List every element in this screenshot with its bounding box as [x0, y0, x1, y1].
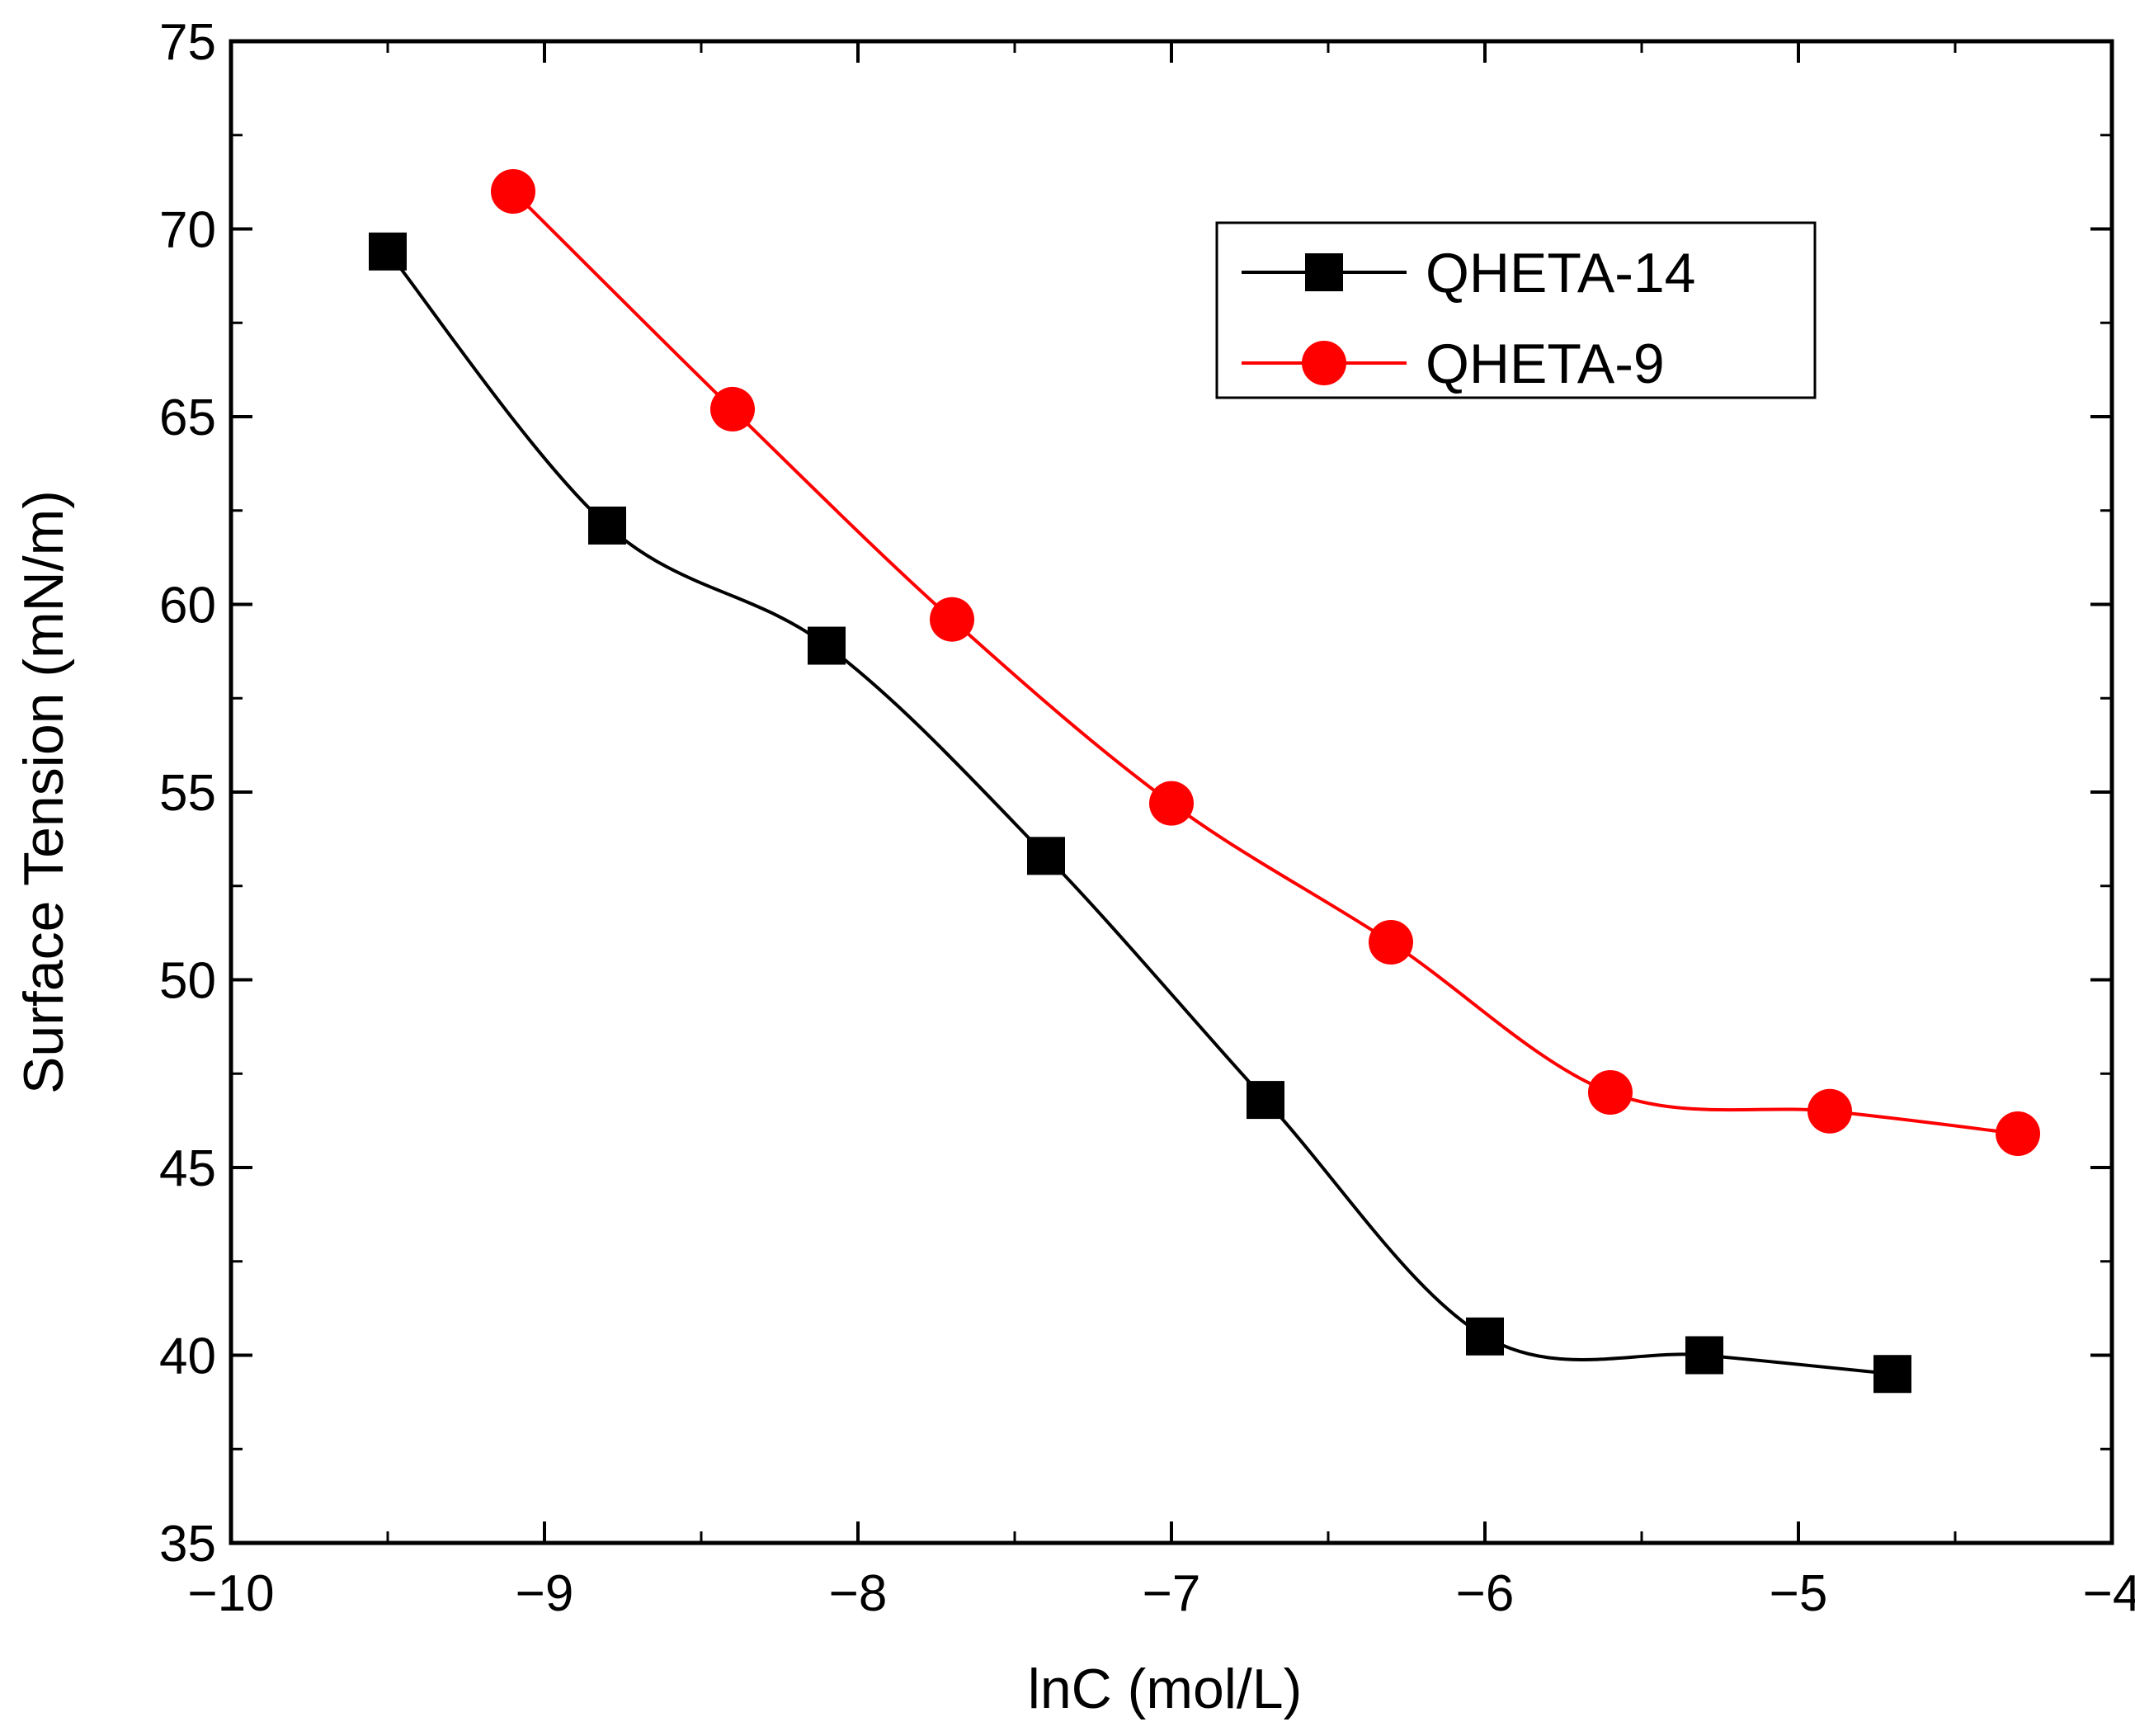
data-point [1466, 1317, 1504, 1356]
data-point [1149, 781, 1194, 826]
y-tick-label: 55 [159, 765, 216, 822]
y-tick-label: 45 [159, 1140, 216, 1197]
data-point [369, 232, 407, 271]
y-tick-label: 75 [159, 14, 216, 71]
x-tick-label: −7 [1143, 1565, 1201, 1622]
x-axis-label: lnC (mol/L) [1028, 1658, 1303, 1720]
data-point [491, 169, 535, 214]
legend-marker [1302, 341, 1346, 385]
x-tick-label: −10 [187, 1565, 274, 1622]
legend-label: QHETA-14 [1426, 242, 1695, 304]
data-point [588, 506, 626, 545]
x-tick-label: −6 [1456, 1565, 1515, 1622]
data-point [808, 626, 846, 665]
data-point [1873, 1355, 1911, 1394]
data-point [1369, 920, 1413, 965]
x-tick-label: −8 [829, 1565, 888, 1622]
data-point [1247, 1081, 1284, 1120]
y-tick-label: 50 [159, 953, 216, 1010]
y-tick-label: 40 [159, 1328, 216, 1385]
x-axis-ticks: −10 −9 −8 −7 −6 −5 −4 [187, 41, 2135, 1622]
data-point [1996, 1111, 2040, 1157]
data-point [1685, 1336, 1723, 1375]
y-axis-label: Surface Tension (mN/m) [12, 490, 75, 1094]
series-1 [491, 169, 2040, 1157]
data-point [1588, 1070, 1633, 1115]
series-0 [369, 232, 1911, 1394]
y-tick-label: 65 [159, 389, 216, 446]
y-tick-label: 70 [159, 202, 216, 259]
series-layer [369, 169, 2040, 1394]
y-axis-ticks: 35 40 45 50 55 60 65 70 75 [159, 14, 2112, 1573]
x-tick-label: −4 [2083, 1565, 2135, 1622]
series-line [386, 250, 1893, 1376]
data-point [1027, 837, 1065, 875]
x-tick-label: −9 [516, 1565, 574, 1622]
x-tick-label: −5 [1770, 1565, 1828, 1622]
legend-label: QHETA-9 [1426, 333, 1665, 395]
legend: QHETA-14 QHETA-9 [1215, 221, 1817, 399]
y-tick-label: 60 [159, 578, 216, 634]
data-point [1807, 1088, 1852, 1134]
legend-marker [1305, 253, 1343, 291]
data-point [710, 386, 755, 432]
data-point [930, 597, 974, 642]
y-tick-label: 35 [159, 1516, 216, 1573]
